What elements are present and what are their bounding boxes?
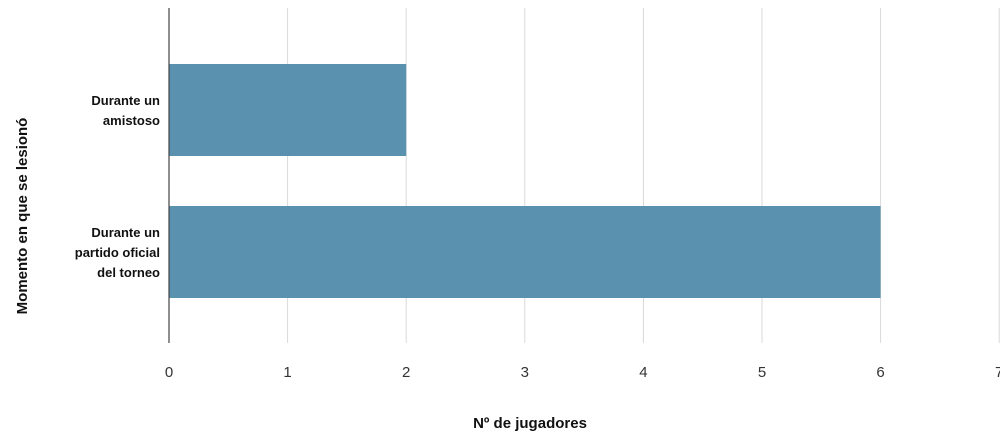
x-tick-label: 4 [639, 364, 647, 381]
category-label: Durante un [91, 225, 160, 240]
category-label: Durante un [91, 93, 160, 108]
x-tick-label: 6 [876, 364, 884, 381]
bar [169, 64, 407, 156]
y-axis-title: Momento en que se lesionó [14, 118, 31, 315]
x-axis-title: Nº de jugadores [473, 415, 587, 432]
gridlines [287, 8, 1000, 343]
x-tick-label: 3 [521, 364, 529, 381]
x-tick-label: 5 [758, 364, 766, 381]
x-tick-label: 7 [995, 364, 1000, 381]
bar [169, 206, 881, 298]
category-label: amistoso [103, 113, 160, 128]
x-tick-labels: 0 1 2 3 4 5 6 7 [165, 364, 1000, 381]
category-labels: Durante un amistoso Durante un partido ofic… [75, 93, 160, 280]
category-label: del torneo [97, 265, 160, 280]
category-label: partido oficial [75, 245, 160, 260]
x-tick-label: 1 [283, 364, 291, 381]
x-tick-label: 2 [402, 364, 410, 381]
x-tick-label: 0 [165, 364, 173, 381]
bars [169, 64, 881, 298]
